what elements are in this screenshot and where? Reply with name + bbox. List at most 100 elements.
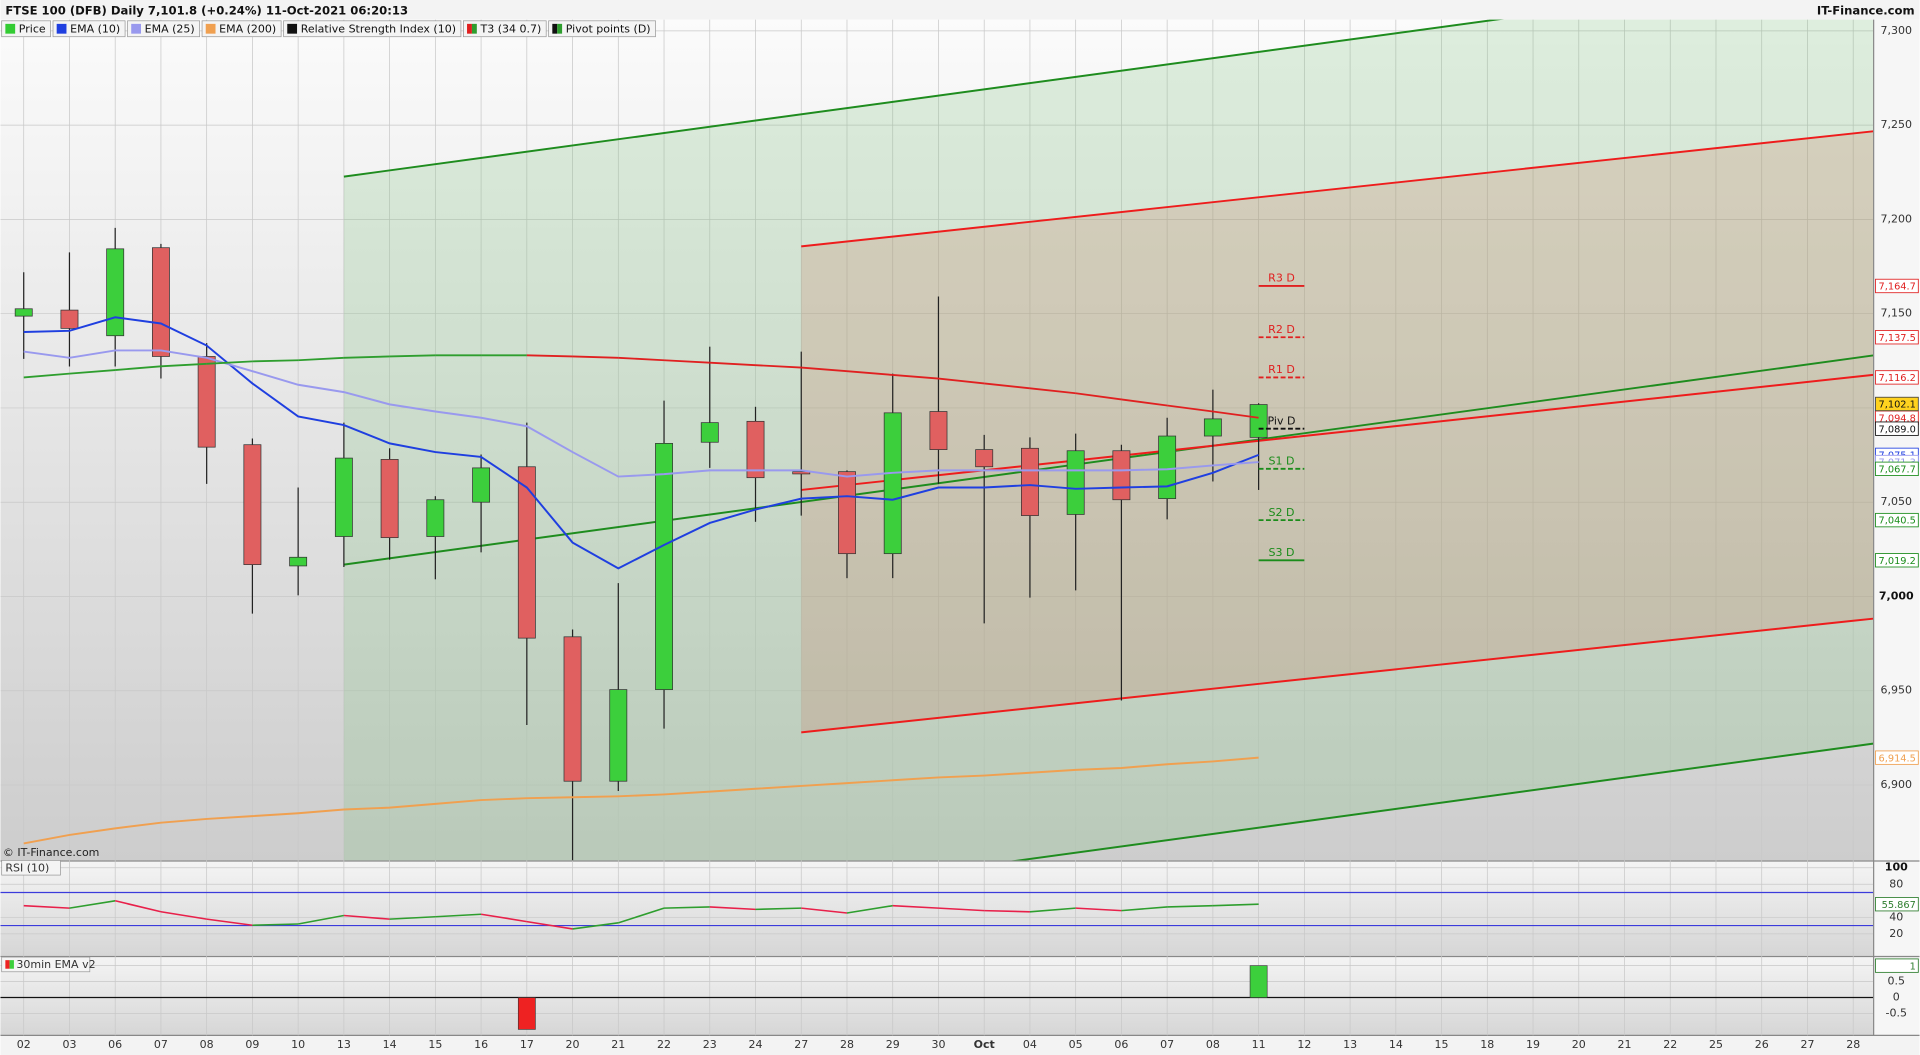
rsi-segment [755, 907, 802, 911]
candle-body [380, 459, 399, 539]
x-tick-label: 08 [200, 1038, 214, 1051]
x-tick-label: 14 [1389, 1038, 1403, 1051]
x-tick-label: 15 [428, 1038, 442, 1051]
x-tick-label: 21 [611, 1038, 625, 1051]
indicator-segment [892, 374, 939, 380]
labels: FTSE 100 (DFB) Daily 7,101.8 (+0.24%) 11… [1, 4, 1919, 1051]
candle-body [197, 356, 216, 448]
copyright: © IT-Finance.com [3, 846, 99, 859]
value-badge-label: 7,116.2 [1879, 373, 1916, 384]
y-tick-label: 7,150 [1881, 307, 1913, 320]
x-tick-label: 17 [520, 1038, 534, 1051]
rsi-segment [892, 904, 939, 909]
value-badge [1875, 396, 1919, 412]
value-badge [1875, 370, 1919, 385]
rsi-segment [297, 914, 345, 925]
x-tick-label: 19 [1526, 1038, 1540, 1051]
chart-title: FTSE 100 (DFB) Daily 7,101.8 (+0.24%) 11… [5, 4, 408, 18]
y-tick-label: 6,950 [1881, 684, 1913, 697]
ema-line [23, 349, 1259, 478]
indicator-segment [1029, 387, 1076, 395]
indicator-segment [801, 366, 848, 373]
x-tick-label: 10 [291, 1038, 305, 1051]
pivot-label: R2 D [1268, 323, 1295, 336]
candle-body [929, 411, 948, 450]
x-tick-label: 09 [245, 1038, 259, 1051]
y-tick-label: 40 [1889, 910, 1903, 923]
legend-item [127, 20, 200, 38]
legend-swatch [467, 23, 472, 34]
bar [1249, 965, 1268, 998]
panel-title-swatch [9, 960, 14, 969]
indicator-segment [206, 360, 253, 365]
pivot-label: S1 D [1269, 454, 1295, 467]
x-tick-label: 06 [1114, 1038, 1128, 1051]
legend-swatch [205, 23, 216, 34]
y-tick-label: 0.5 [1888, 975, 1906, 988]
legend-label: EMA (10) [70, 22, 120, 35]
legend-swatch [5, 23, 16, 34]
x-tick-label: Oct [974, 1038, 995, 1051]
source: IT-Finance.com [1817, 4, 1915, 18]
panel-title: RSI (10) [5, 861, 49, 874]
x-tick-label: 04 [1023, 1038, 1037, 1051]
candle-body [1112, 450, 1131, 501]
indicator-segment [1121, 398, 1168, 407]
x-tick-label: 28 [840, 1038, 854, 1051]
indicator-segment [115, 365, 162, 371]
x-tick-label: 15 [1435, 1038, 1449, 1051]
pivot-label: R1 D [1268, 363, 1295, 376]
x-tick-label: 20 [566, 1038, 580, 1051]
candle-body [609, 689, 628, 782]
panel-title-box [1, 956, 91, 973]
indicator-segment [663, 359, 710, 364]
value-badge-label: 7,094.8 [1879, 413, 1916, 424]
indicator-segment [389, 354, 436, 358]
indicator-segment [709, 361, 756, 367]
candle-body [792, 471, 811, 475]
candle-body [1158, 435, 1177, 499]
rsi-segment [69, 900, 116, 909]
rsi-segment [1075, 907, 1122, 912]
candle-body [1249, 404, 1268, 438]
value-badge [1875, 750, 1919, 765]
rsi-segment [343, 914, 390, 920]
x-tick-label: 22 [1663, 1038, 1677, 1051]
candle-body [746, 420, 765, 479]
channel-line [1012, 742, 1874, 861]
rsi-segment [938, 907, 985, 912]
pivot-label: S2 D [1269, 506, 1295, 519]
candle-body [14, 308, 33, 317]
rsi-segment [160, 910, 207, 920]
rsi-segment [572, 922, 619, 930]
indicator-segment [526, 354, 573, 358]
value-axis-area [1873, 19, 1920, 1036]
indicator-segment [1167, 404, 1214, 413]
candle-body [975, 449, 994, 468]
value-badge [1875, 512, 1919, 528]
rsi-segment [801, 907, 848, 914]
indicator-segment [755, 364, 802, 369]
legend-label: Price [19, 22, 46, 35]
legend-label: T3 (34 0.7) [479, 22, 541, 35]
legend-swatch [56, 23, 67, 34]
value-badge-label: 7,164.7 [1879, 282, 1916, 293]
indicator-segment [984, 382, 1031, 390]
rsi-segment [252, 923, 299, 927]
header-bar [0, 0, 1920, 20]
x-tick-label: 27 [794, 1038, 808, 1051]
rsi-segment [618, 907, 665, 924]
x-tick-label: 02 [17, 1038, 31, 1051]
legend-swatch [552, 23, 558, 34]
value-badge-label: 7,137.5 [1879, 333, 1916, 344]
candle-body [655, 443, 673, 690]
time-axis-area [0, 1035, 1920, 1055]
candle-body [472, 467, 491, 503]
x-tick-label: 23 [703, 1038, 717, 1051]
value-badge-label: 1 [1910, 961, 1916, 972]
indicator-segment [938, 377, 985, 385]
indicator-segment [69, 369, 116, 375]
pivot-label: Piv D [1268, 414, 1296, 427]
value-badge-label: 6,914.5 [1879, 753, 1916, 764]
x-tick-label: 16 [474, 1038, 488, 1051]
